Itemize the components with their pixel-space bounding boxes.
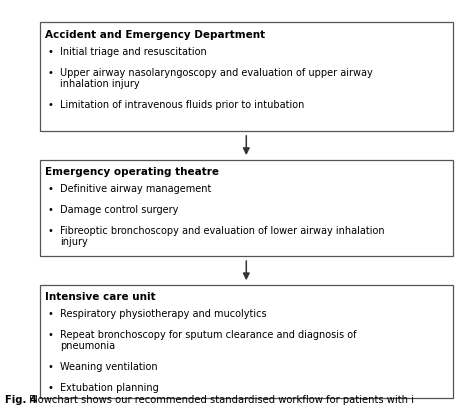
Text: Flowchart shows our recommended standardised workflow for patients with i: Flowchart shows our recommended standard… — [27, 395, 414, 405]
Bar — [39, 285, 453, 398]
Text: •: • — [48, 226, 54, 236]
Text: Weaning ventilation: Weaning ventilation — [61, 362, 158, 372]
Text: Intensive care unit: Intensive care unit — [45, 292, 156, 302]
Bar — [39, 22, 453, 131]
Text: Emergency operating theatre: Emergency operating theatre — [45, 167, 219, 177]
Text: •: • — [48, 309, 54, 319]
Text: Limitation of intravenous fluids prior to intubation: Limitation of intravenous fluids prior t… — [61, 100, 305, 110]
Text: •: • — [48, 68, 54, 77]
Text: pneumonia: pneumonia — [61, 341, 116, 351]
Text: •: • — [48, 47, 54, 56]
Text: •: • — [48, 362, 54, 372]
Text: Upper airway nasolaryngoscopy and evaluation of upper airway: Upper airway nasolaryngoscopy and evalua… — [61, 68, 373, 77]
Text: Accident and Emergency Department: Accident and Emergency Department — [45, 30, 265, 40]
Text: •: • — [48, 205, 54, 215]
Text: Fibreoptic bronchoscopy and evaluation of lower airway inhalation: Fibreoptic bronchoscopy and evaluation o… — [61, 226, 385, 236]
Text: Repeat bronchoscopy for sputum clearance and diagnosis of: Repeat bronchoscopy for sputum clearance… — [61, 330, 357, 340]
Text: injury: injury — [61, 237, 88, 247]
Text: inhalation injury: inhalation injury — [61, 79, 140, 89]
Text: Initial triage and resuscitation: Initial triage and resuscitation — [61, 47, 207, 56]
Text: Respiratory physiotherapy and mucolytics: Respiratory physiotherapy and mucolytics — [61, 309, 267, 319]
Text: Definitive airway management: Definitive airway management — [61, 184, 212, 194]
Text: Damage control surgery: Damage control surgery — [61, 205, 179, 215]
Bar — [39, 159, 453, 256]
Text: •: • — [48, 330, 54, 340]
Text: •: • — [48, 383, 54, 393]
Text: •: • — [48, 100, 54, 110]
Text: Extubation planning: Extubation planning — [61, 383, 159, 393]
Text: •: • — [48, 184, 54, 194]
Text: Fig. 4: Fig. 4 — [5, 395, 37, 405]
